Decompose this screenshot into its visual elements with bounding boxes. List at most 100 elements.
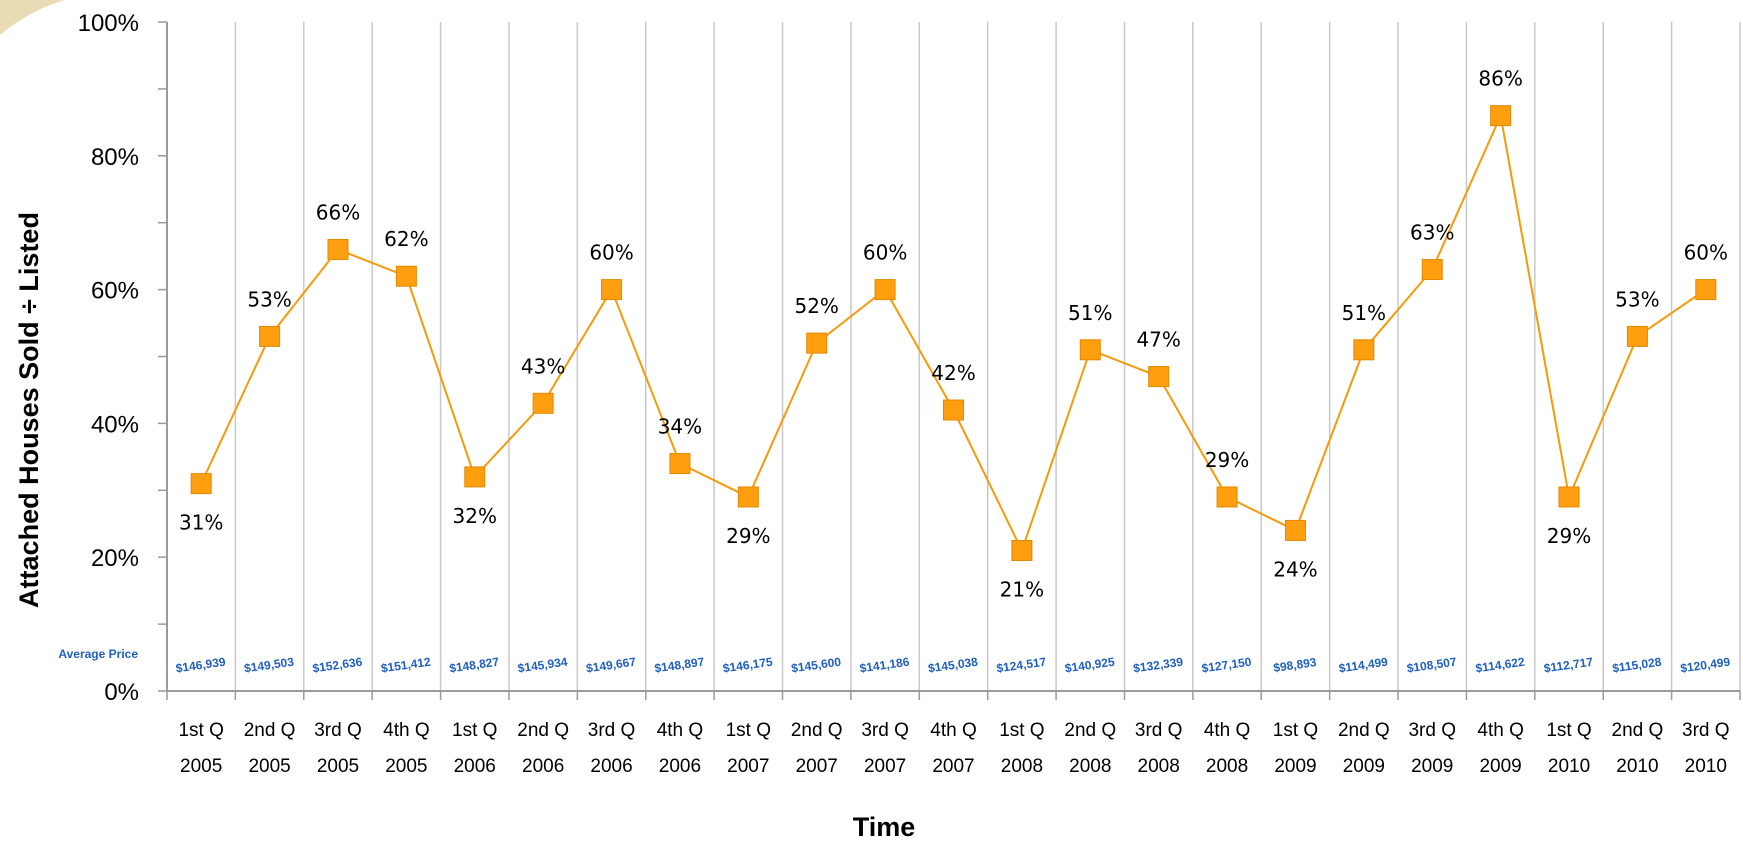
average-price-value: $145,934 (517, 655, 569, 676)
x-tick-label-year: 2009 (1274, 756, 1316, 777)
x-tick-label-year: 2005 (248, 756, 290, 777)
x-tick-label-quarter: 4th Q (1477, 720, 1523, 741)
x-tick-label-quarter: 3rd Q (861, 720, 909, 741)
data-label: 51% (1342, 301, 1386, 325)
data-label: 60% (589, 241, 633, 265)
data-label: 29% (1547, 524, 1591, 548)
data-label: 86% (1478, 67, 1522, 91)
data-label: 34% (658, 415, 702, 439)
data-marker (1421, 259, 1443, 281)
x-tick-label-year: 2006 (522, 756, 564, 777)
x-tick-label-quarter: 2nd Q (1064, 720, 1116, 741)
data-marker (737, 486, 759, 508)
gridlines (234, 22, 1741, 691)
average-price-row: $146,939 $149,503 $152,636 $151,412 $148,827… (175, 655, 1731, 676)
y-tick-label: 40% (91, 411, 139, 438)
data-label: 60% (1684, 241, 1728, 265)
x-tick-label-quarter: 1st Q (452, 720, 497, 741)
data-label: 31% (179, 511, 223, 535)
average-price-value: $146,939 (175, 655, 227, 676)
data-label: 60% (863, 241, 907, 265)
data-marker (395, 265, 417, 287)
average-price-value: $149,667 (585, 655, 637, 676)
average-price-value: $124,517 (996, 655, 1048, 676)
x-tick-label-year: 2009 (1479, 756, 1521, 777)
x-tick-label-year: 2010 (1548, 756, 1590, 777)
data-label: 21% (1000, 578, 1044, 602)
x-tick-label-quarter: 2nd Q (1338, 720, 1390, 741)
y-tick-label: 100% (78, 10, 139, 37)
x-tick-label-quarter: 2nd Q (244, 720, 296, 741)
x-tick-label-year: 2006 (590, 756, 632, 777)
y-tick-label: 80% (91, 144, 139, 171)
average-price-value: $145,038 (927, 655, 979, 676)
average-price-value: $151,412 (380, 655, 432, 676)
y-tick-label: 60% (91, 278, 139, 305)
data-label: 52% (794, 294, 838, 318)
data-marker (1216, 486, 1238, 508)
x-tick-label-quarter: 3rd Q (1682, 720, 1730, 741)
data-marker (1558, 486, 1580, 508)
y-tick-label: 0% (104, 679, 139, 706)
data-marker (874, 279, 896, 301)
data-label: 53% (1615, 287, 1659, 311)
x-tick-label-year: 2009 (1343, 756, 1385, 777)
average-price-value: $140,925 (1064, 655, 1116, 676)
average-price-value: $115,028 (1611, 655, 1662, 676)
x-tick-label-quarter: 2nd Q (791, 720, 843, 741)
data-marker (601, 279, 623, 301)
series-line (200, 112, 1707, 554)
data-label: 63% (1410, 221, 1454, 245)
x-tick-label-year: 2009 (1411, 756, 1453, 777)
x-tick-label-year: 2006 (659, 756, 701, 777)
x-tick-label-quarter: 1st Q (1273, 720, 1318, 741)
data-label: 29% (1205, 448, 1249, 472)
data-markers (190, 105, 1717, 562)
average-price-value: $152,636 (312, 655, 364, 676)
average-price-value: $148,827 (448, 655, 500, 676)
average-price-value: $145,600 (790, 655, 842, 676)
data-label: 51% (1068, 301, 1112, 325)
data-marker (327, 238, 349, 260)
data-marker (943, 399, 964, 421)
average-price-value: $149,503 (243, 655, 295, 676)
average-price-value: $114,622 (1475, 655, 1526, 676)
average-price-value: $141,186 (859, 655, 911, 676)
data-marker (1695, 279, 1717, 301)
data-label: 32% (453, 504, 497, 528)
x-tick-label-quarter: 4th Q (930, 720, 976, 741)
data-marker (1011, 540, 1033, 562)
x-tick-label-year: 2007 (796, 756, 838, 777)
data-marker (1626, 325, 1648, 347)
average-price-value: $98,893 (1272, 655, 1317, 675)
x-tick-label-year: 2007 (864, 756, 906, 777)
x-tick-label-quarter: 4th Q (657, 720, 703, 741)
data-label: 62% (384, 227, 428, 251)
x-tick-label-quarter: 1st Q (1546, 720, 1591, 741)
data-labels: 31% 53% 66% 62% 32% 43% 60% 34% 29% 52% 60% 42% 21% 5… (179, 67, 1728, 602)
data-marker (532, 392, 554, 414)
y-axis-title: Attached Houses Sold ÷ Listed (14, 212, 44, 608)
data-label: 42% (931, 361, 975, 385)
x-tick-label-year: 2005 (180, 756, 222, 777)
average-price-value: $132,339 (1132, 655, 1184, 676)
x-tick-label-quarter: 3rd Q (1408, 720, 1456, 741)
x-tick-label-year: 2010 (1685, 756, 1727, 777)
x-tick-label-year: 2007 (932, 756, 974, 777)
x-tick-label-year: 2005 (317, 756, 359, 777)
x-tick-label-year: 2008 (1069, 756, 1111, 777)
average-price-value: $112,717 (1543, 655, 1594, 676)
average-price-label: Average Price (58, 647, 138, 661)
data-label: 43% (521, 354, 565, 378)
x-tick-label-quarter: 4th Q (383, 720, 429, 741)
data-marker (1353, 339, 1375, 361)
data-marker (1284, 519, 1306, 541)
data-label: 53% (247, 287, 291, 311)
data-marker (1490, 105, 1512, 127)
axes (158, 21, 1741, 700)
x-tick-label-year: 2010 (1616, 756, 1658, 777)
data-marker (190, 473, 212, 495)
x-tick-label-quarter: 1st Q (726, 720, 771, 741)
x-tick-label-year: 2008 (1206, 756, 1248, 777)
data-marker (259, 325, 281, 347)
